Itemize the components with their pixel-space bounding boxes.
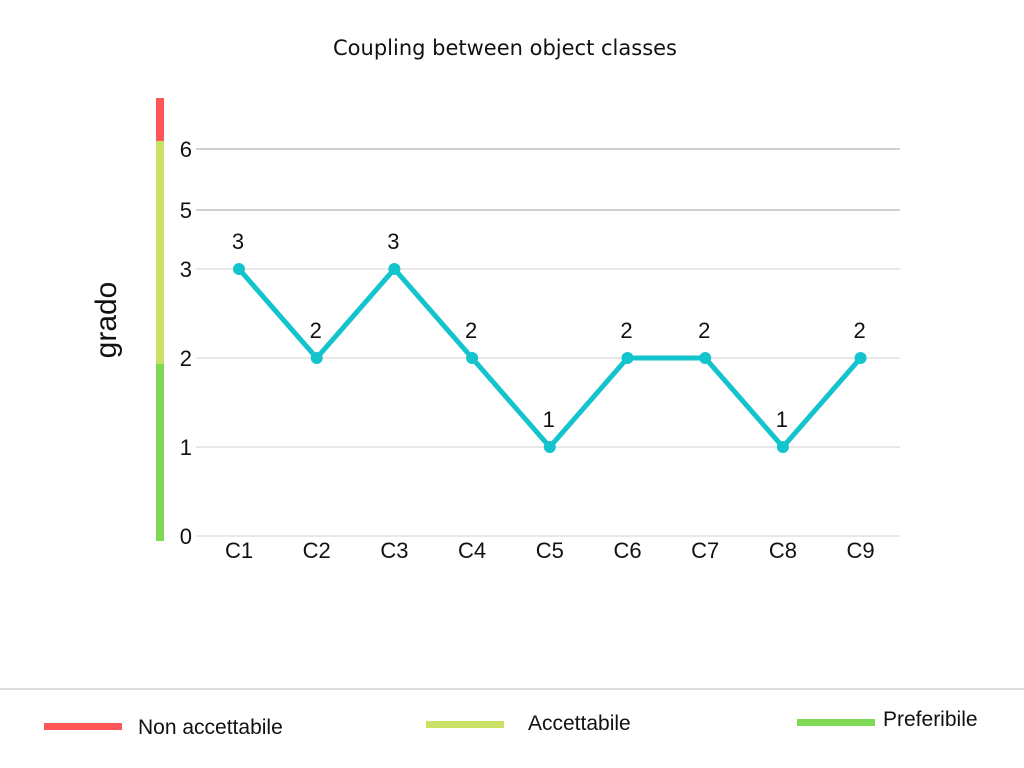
x-tick-label-c2: C2 — [303, 538, 331, 563]
legend-swatch-preferibile — [797, 718, 875, 726]
legend-item-preferibile: Preferibile — [797, 708, 978, 732]
data-label-c6: 2 — [620, 318, 632, 343]
threshold-bar-accettabile — [156, 141, 164, 364]
legend-divider — [0, 688, 1024, 690]
x-tick-label-c9: C9 — [847, 538, 875, 563]
legend-swatch-accettabile — [426, 720, 504, 728]
data-label-c4: 2 — [465, 318, 477, 343]
data-point-c2 — [310, 352, 323, 364]
x-tick-label-c5: C5 — [536, 538, 564, 563]
data-point-c4 — [466, 352, 479, 364]
y-tick-label-0: 0 — [180, 524, 192, 549]
threshold-bar-preferibile — [156, 364, 164, 541]
data-label-c5: 1 — [543, 407, 555, 432]
x-tick-label-c6: C6 — [613, 538, 641, 563]
x-tick-label-c3: C3 — [380, 538, 408, 563]
data-label-c2: 2 — [310, 318, 322, 343]
data-point-c3 — [388, 263, 401, 275]
x-tick-label-c7: C7 — [691, 538, 719, 563]
legend-swatch-non-accettabile — [44, 722, 122, 730]
data-point-c6 — [621, 352, 634, 364]
data-label-c9: 2 — [853, 318, 865, 343]
data-label-c8: 1 — [776, 407, 788, 432]
chart-title: Coupling between object classes — [333, 36, 677, 60]
y-tick-label-2: 2 — [180, 346, 192, 371]
legend-label-accettabile: Accettabile — [528, 712, 631, 735]
data-label-c1: 3 — [232, 229, 244, 254]
x-tick-label-c1: C1 — [225, 538, 253, 563]
data-label-c7: 2 — [698, 318, 710, 343]
data-point-c5 — [543, 441, 556, 453]
legend-item-non-accettabile: Non accettabile — [44, 712, 283, 740]
data-label-c3: 3 — [387, 229, 399, 254]
data-point-c9 — [854, 352, 867, 364]
x-tick-label-c8: C8 — [769, 538, 797, 563]
data-point-c7 — [699, 352, 712, 364]
data-point-c8 — [776, 441, 789, 453]
legend-label-non-accettabile: Non accettabile — [138, 716, 283, 739]
legend-label-preferibile: Preferibile — [883, 708, 978, 731]
legend-item-accettabile: Accettabile — [426, 712, 631, 736]
threshold-bar-non-accettabile — [156, 98, 164, 141]
line-chart: 0 1 2 3 5 6 grado C1 C2 C3 C4 C5 C6 C7 C8 C9 3 2 3 2 1 2 2 1 2 — [90, 98, 900, 563]
data-point-c1 — [233, 263, 245, 275]
y-tick-label-3: 3 — [180, 257, 192, 282]
x-tick-label-c4: C4 — [458, 538, 486, 563]
y-tick-label-1: 1 — [180, 435, 192, 460]
y-tick-label-6: 6 — [180, 137, 192, 162]
y-tick-label-5: 5 — [180, 198, 192, 223]
y-axis-label: grado — [90, 282, 123, 359]
